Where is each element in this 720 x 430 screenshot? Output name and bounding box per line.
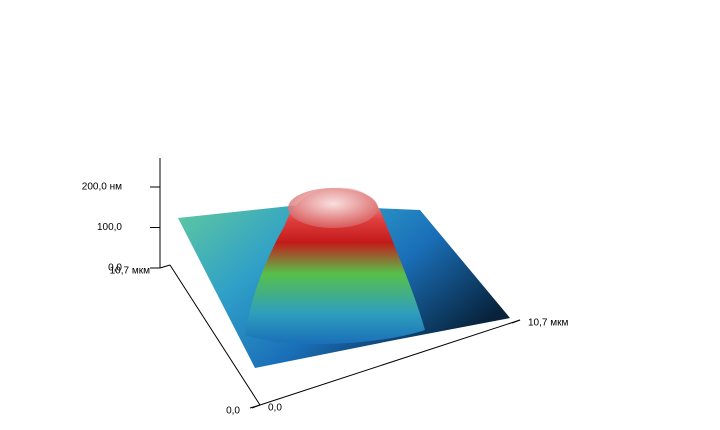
surface-top [288, 188, 378, 228]
x-tick-label: 0,0 [268, 403, 282, 414]
surface-peak [245, 187, 425, 345]
y-axis [169, 264, 261, 406]
z-tick-label: 0,0 [108, 263, 122, 274]
z-tick-label: 200,0 нм [82, 182, 122, 193]
y-tick [159, 264, 171, 269]
x-tick-label: 10,7 мкм [528, 318, 568, 329]
y-tick-label: 0,0 [226, 406, 240, 417]
y-tick [249, 404, 261, 409]
surface [178, 187, 510, 368]
x-axis [259, 319, 521, 406]
y-tick-label: 10,7 мкм [110, 266, 150, 277]
z-tick-label: 100,0 [97, 222, 122, 233]
x-tick [511, 319, 521, 324]
